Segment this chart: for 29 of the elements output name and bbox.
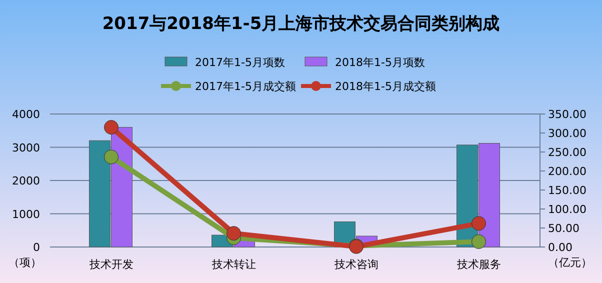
point — [226, 226, 241, 241]
y2-tick-label: 350.00 — [548, 108, 586, 121]
legend-label: 2018年1-5月项数 — [335, 56, 425, 69]
point — [472, 234, 486, 249]
x-tick-label: 技术开发 — [88, 258, 134, 271]
point — [104, 120, 118, 135]
chart-title: 2017与2018年1-5月上海市技术交易合同类别构成 — [102, 14, 500, 34]
y-tick-label: 2000 — [12, 174, 40, 188]
x-tick-label: 技术服务 — [456, 258, 501, 271]
y2-tick-label: 200.00 — [548, 165, 586, 178]
legend-label: 2017年1-5月项数 — [195, 56, 285, 69]
y2-tick-label: 150.00 — [548, 184, 586, 197]
y2-tick-label: 0.00 — [548, 241, 572, 254]
legend-label: 2018年1-5月成交额 — [335, 80, 436, 93]
point — [104, 150, 118, 164]
y-tick-label: 4000 — [12, 108, 40, 121]
y-tick-label: 3000 — [12, 141, 40, 154]
y2-axis-title: （亿元） — [548, 256, 592, 269]
y2-tick-label: 50.00 — [548, 222, 580, 235]
y2-tick-label: 250.00 — [548, 146, 586, 159]
y-tick-label: 1000 — [12, 208, 40, 221]
y2-tick-label: 300.00 — [548, 127, 586, 140]
y2-tick-label: 100.00 — [548, 203, 586, 216]
y-axis-title: （项） — [8, 256, 42, 269]
x-tick-label: 技术咨询 — [333, 258, 378, 271]
legend-label: 2017年1-5月成交额 — [195, 80, 296, 93]
y-tick-label: 0 — [33, 241, 40, 254]
x-tick-label: 技术转让 — [210, 258, 256, 271]
point — [472, 216, 486, 231]
